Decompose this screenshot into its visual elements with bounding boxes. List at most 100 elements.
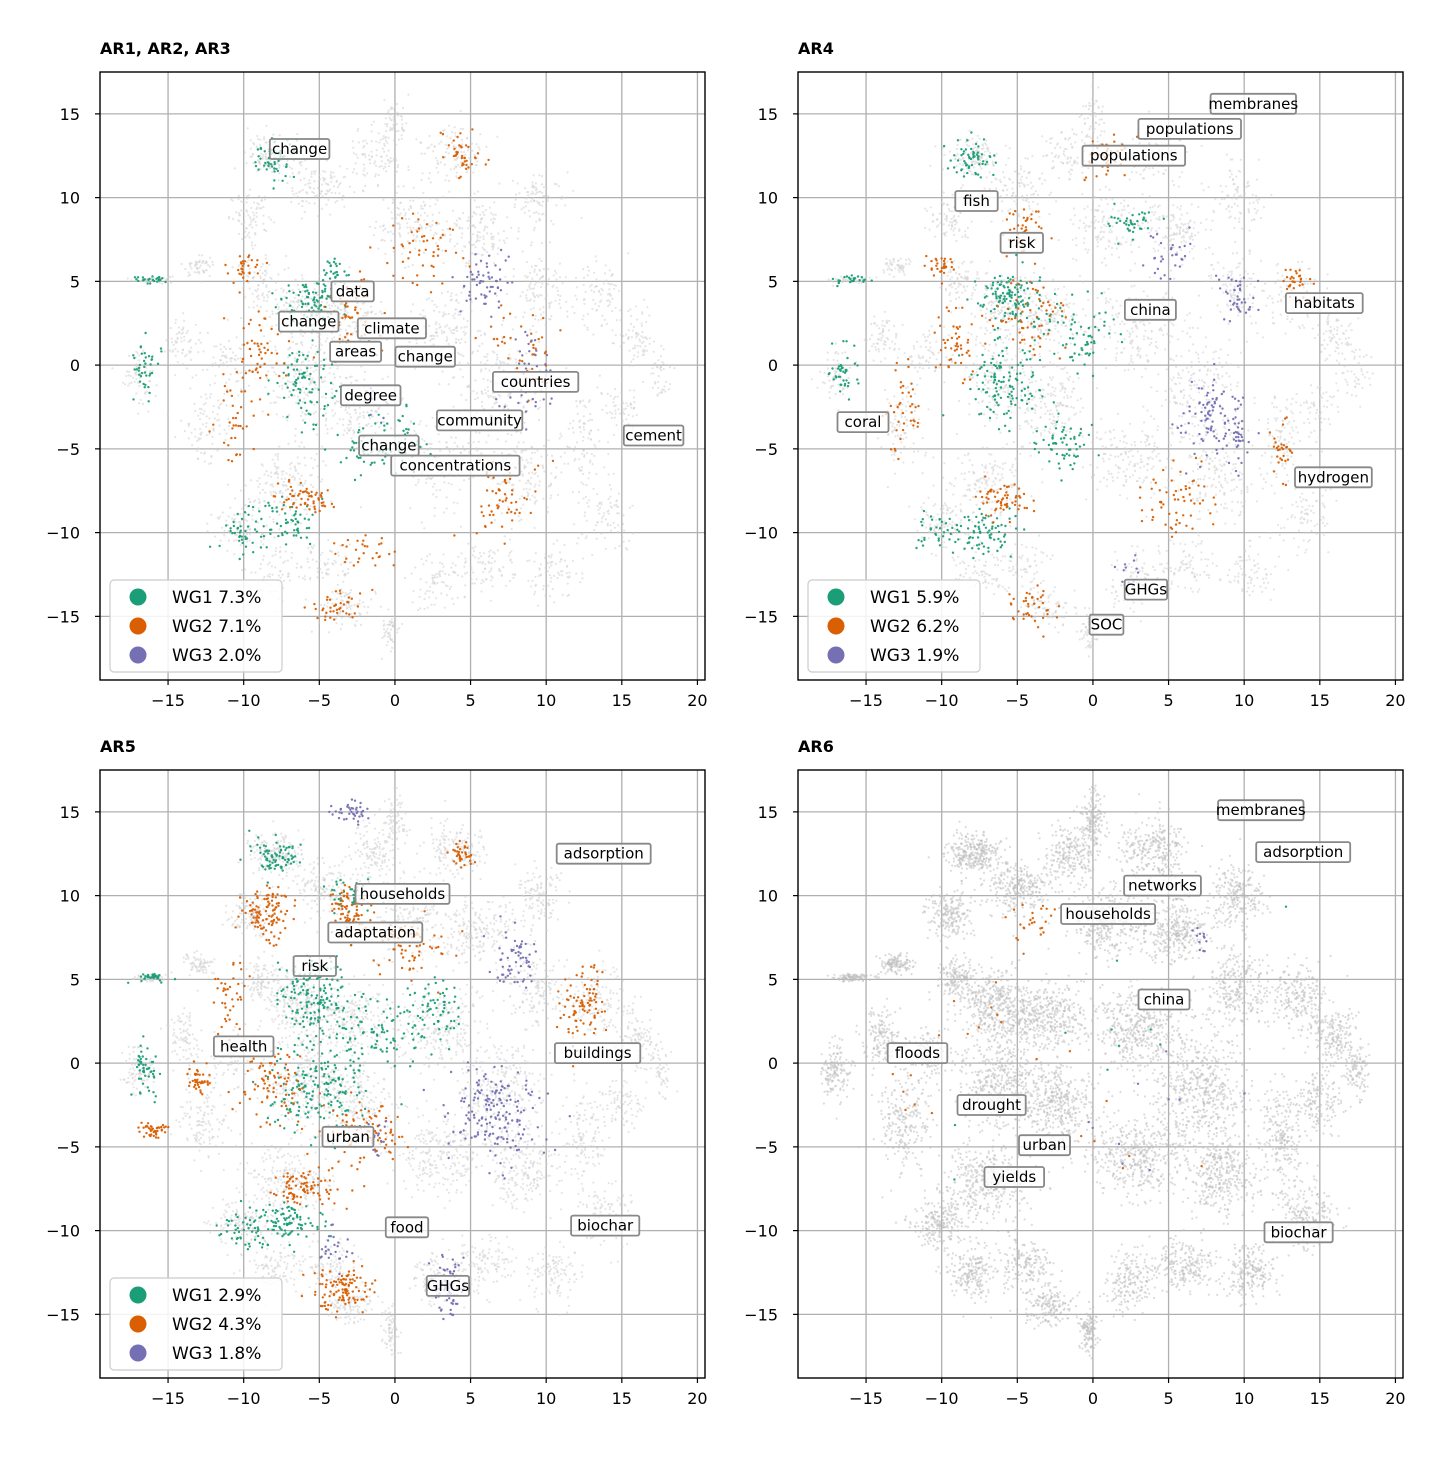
background-point	[346, 427, 349, 430]
background-point	[316, 570, 319, 574]
background-point	[449, 329, 452, 332]
background-point	[529, 483, 533, 486]
background-point	[190, 267, 193, 270]
background-point	[525, 197, 528, 200]
background-point	[455, 298, 458, 301]
wg1-point	[245, 537, 249, 540]
background-point	[294, 359, 297, 362]
background-point	[406, 222, 409, 225]
background-point	[650, 372, 653, 375]
background-point	[339, 303, 342, 306]
background-point	[444, 572, 447, 576]
background-point	[371, 310, 374, 313]
background-point	[356, 301, 359, 305]
background-point	[295, 352, 298, 355]
background-point	[389, 620, 392, 624]
background-point	[253, 201, 256, 204]
wg2-point	[307, 492, 310, 495]
wg2-point	[417, 227, 421, 230]
background-point	[449, 168, 452, 171]
wg2-point	[362, 539, 365, 542]
background-point	[287, 348, 290, 351]
background-point	[407, 232, 410, 235]
background-point	[475, 213, 478, 216]
wg2-point	[441, 233, 444, 237]
background-point	[645, 320, 648, 324]
wg2-point	[458, 144, 461, 147]
background-point	[435, 597, 438, 600]
background-point	[583, 455, 586, 458]
background-point	[239, 371, 242, 374]
background-point	[542, 444, 546, 447]
background-point	[252, 153, 255, 156]
wg2-point	[241, 268, 244, 271]
background-point	[632, 325, 636, 328]
wg2-point	[362, 552, 365, 555]
background-point	[386, 627, 389, 631]
wg2-point	[292, 501, 295, 505]
background-point	[265, 470, 268, 473]
wg2-point	[503, 493, 507, 496]
background-point	[561, 282, 564, 285]
background-point	[234, 520, 237, 523]
background-point	[590, 438, 593, 441]
background-point	[492, 246, 495, 249]
background-point	[394, 217, 397, 220]
background-point	[530, 446, 533, 449]
background-point	[386, 111, 390, 114]
background-point	[483, 333, 487, 336]
background-point	[496, 438, 499, 441]
background-point	[314, 410, 317, 414]
background-point	[385, 139, 388, 142]
background-point	[210, 455, 213, 458]
background-point	[436, 334, 439, 337]
wg2-point	[475, 532, 478, 535]
background-point	[299, 190, 302, 193]
background-point	[274, 349, 277, 352]
background-point	[453, 126, 456, 129]
background-point	[325, 357, 328, 360]
background-point	[187, 271, 190, 274]
wg2-point	[511, 519, 514, 522]
background-point	[566, 445, 569, 448]
background-point	[331, 409, 334, 412]
wg2-point	[270, 351, 273, 355]
wg2-point	[377, 555, 380, 559]
background-point	[611, 273, 614, 276]
background-point	[540, 183, 544, 186]
background-point	[302, 418, 305, 421]
background-point	[576, 542, 579, 545]
wg2-point	[299, 503, 302, 506]
wg2-point	[353, 612, 356, 615]
wg1-point	[322, 367, 325, 371]
background-point	[327, 198, 330, 202]
background-point	[631, 329, 634, 332]
wg1-point	[288, 290, 291, 293]
wg2-point	[238, 255, 242, 258]
wg1-point	[357, 431, 360, 434]
wg2-point	[313, 505, 316, 508]
background-point	[249, 527, 252, 531]
background-point	[208, 432, 211, 435]
background-point	[479, 555, 483, 558]
wg1-point	[257, 168, 260, 171]
background-point	[560, 558, 563, 561]
wg2-point	[429, 291, 433, 294]
background-point	[587, 477, 590, 480]
wg2-point	[525, 498, 528, 501]
background-point	[410, 229, 413, 232]
background-point	[528, 559, 531, 562]
background-point	[338, 418, 342, 421]
wg1-point	[262, 535, 266, 538]
wg2-point	[500, 525, 504, 528]
background-point	[224, 354, 227, 358]
background-point	[609, 495, 612, 498]
background-point	[395, 130, 398, 133]
background-point	[511, 364, 515, 367]
background-point	[520, 518, 523, 521]
background-point	[576, 412, 579, 415]
background-point	[231, 517, 234, 520]
wg2-point	[464, 167, 468, 170]
background-point	[459, 451, 462, 454]
